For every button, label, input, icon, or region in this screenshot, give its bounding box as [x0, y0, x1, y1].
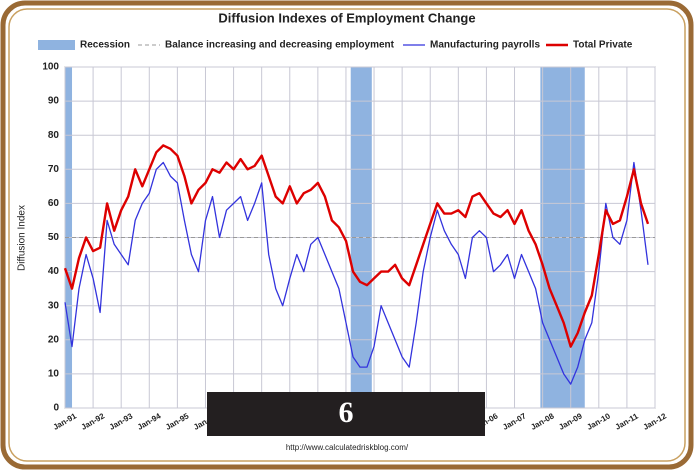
overlay-label: 6 — [339, 396, 354, 429]
y-tick-label: 10 — [48, 369, 60, 380]
y-tick-label: 90 — [48, 96, 60, 107]
series-line — [63, 144, 650, 348]
y-tick-label: 100 — [42, 62, 59, 73]
legend-label: Recession — [80, 40, 130, 51]
y-tick-label: 60 — [48, 198, 60, 209]
legend-label: Balance increasing and decreasing employ… — [165, 40, 395, 51]
y-tick-label: 70 — [48, 164, 60, 175]
y-tick-label: 80 — [48, 130, 60, 141]
series-line — [64, 161, 649, 385]
y-tick-label: 40 — [48, 266, 60, 277]
legend-label: Manufacturing payrolls — [430, 40, 540, 51]
legend-swatch — [38, 40, 75, 50]
chart-title: Diffusion Indexes of Employment Change — [218, 10, 475, 25]
y-tick-label: 20 — [48, 334, 60, 345]
overlay-box — [207, 392, 485, 436]
y-tick-label: 0 — [53, 403, 59, 414]
legend-label: Total Private — [573, 40, 633, 51]
frame-inner — [8, 8, 686, 462]
source: http://www.calculatedriskblog.com/ — [286, 443, 409, 452]
y-tick-label: 30 — [48, 300, 60, 311]
y-axis-label: Diffusion Index — [17, 205, 28, 271]
y-tick-label: 50 — [48, 232, 60, 243]
